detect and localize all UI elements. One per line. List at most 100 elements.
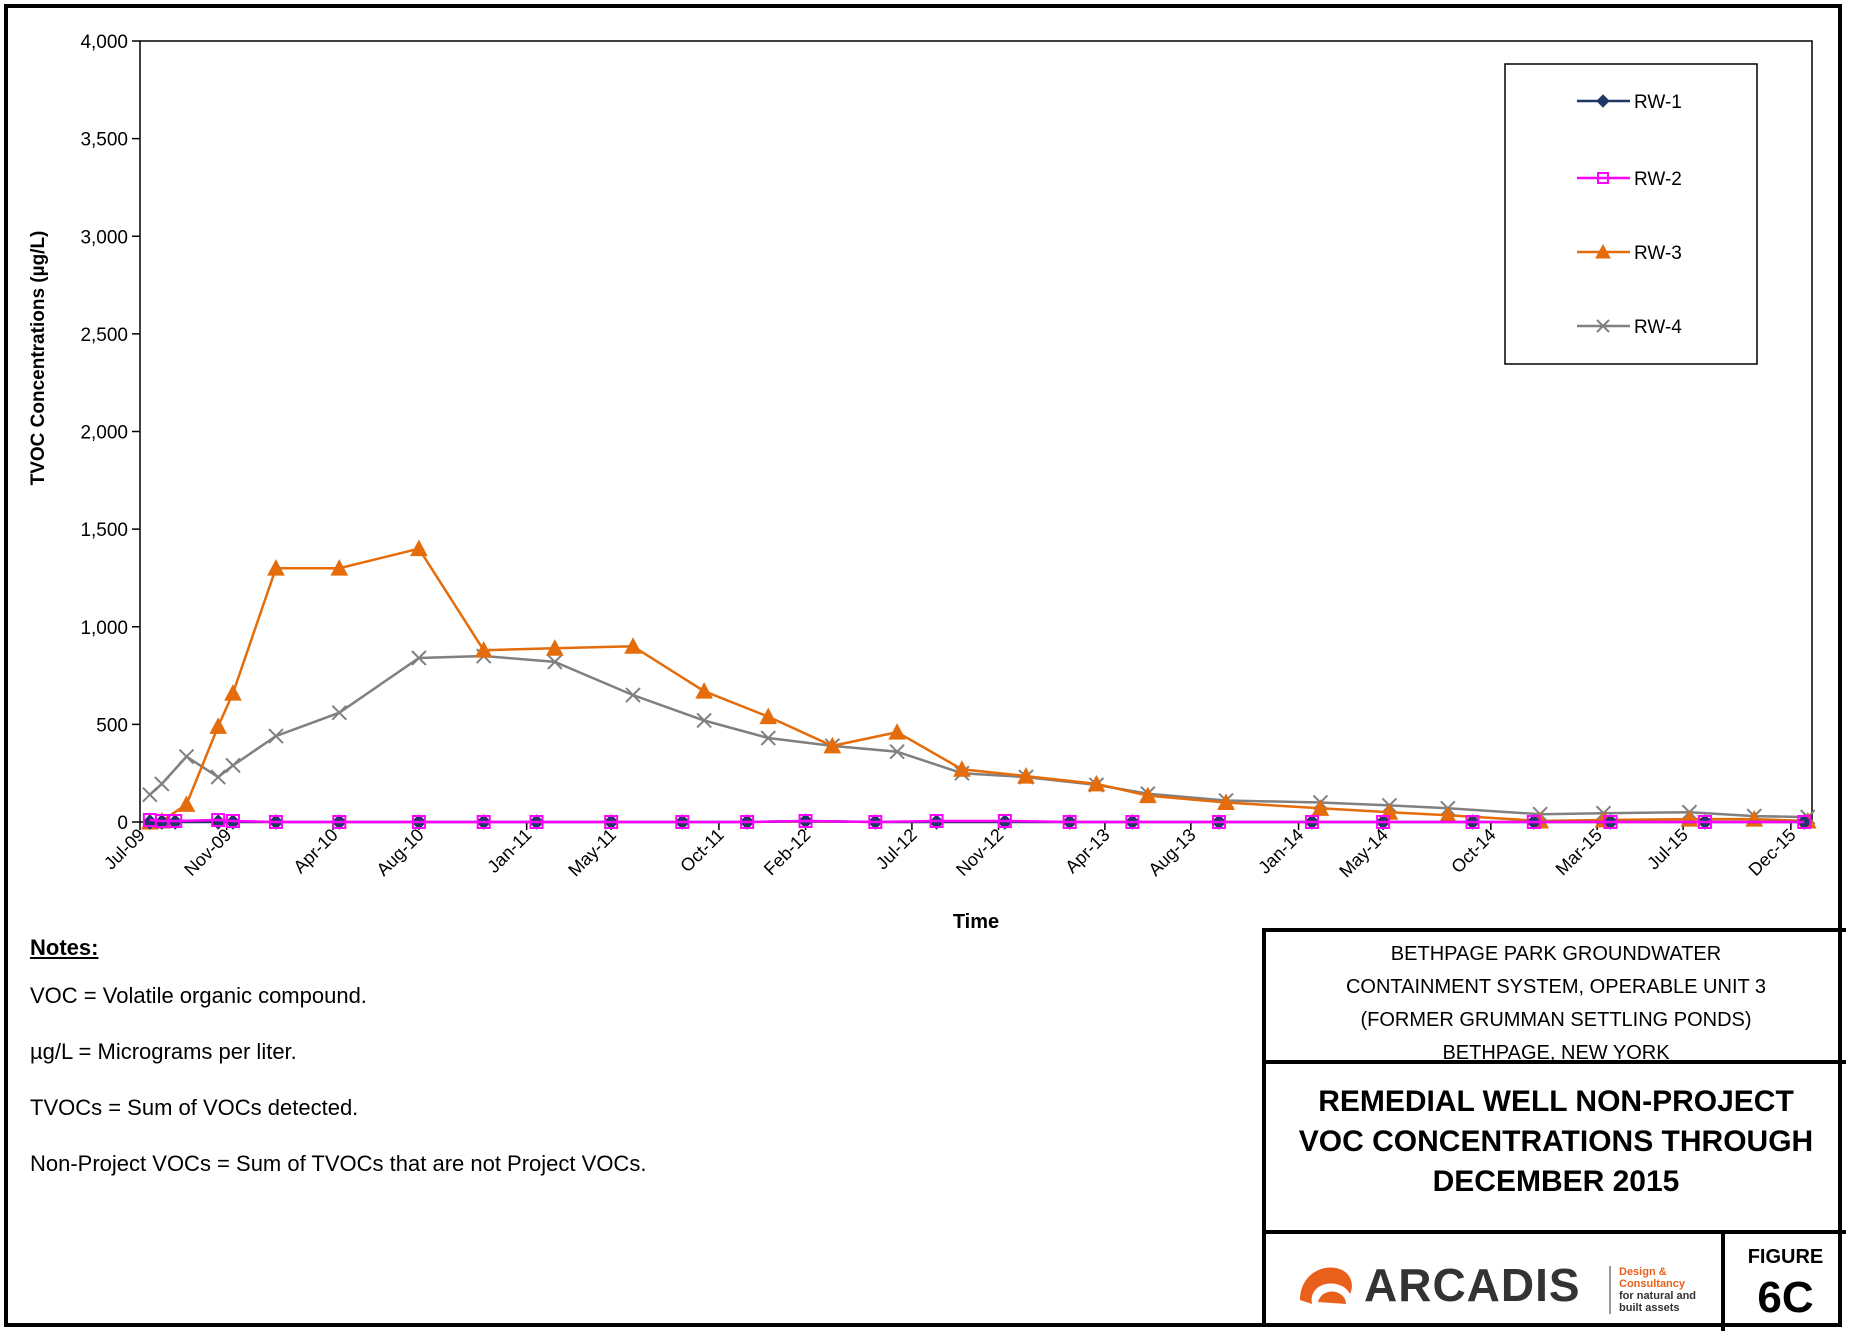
data-point xyxy=(211,813,226,828)
series-line xyxy=(149,547,1808,824)
data-point xyxy=(474,641,493,658)
note-voc: VOC = Volatile organic compound. xyxy=(30,983,367,1008)
data-point xyxy=(411,650,427,666)
company-name: ARCADIS xyxy=(1364,1259,1581,1311)
y-tick-label: 2,000 xyxy=(80,423,128,444)
data-point xyxy=(929,814,944,829)
figure-title-line: DECEMBER 2015 xyxy=(1432,1165,1680,1198)
data-point xyxy=(1526,815,1541,829)
note-ugl: µg/L = Micrograms per liter. xyxy=(30,1039,297,1064)
figure-title-line: VOC CONCENTRATIONS THROUGH xyxy=(1298,1125,1814,1158)
x-axis-title: Time xyxy=(953,911,999,930)
data-point xyxy=(759,707,778,725)
data-point xyxy=(888,723,906,740)
data-point xyxy=(330,559,349,576)
note-non-project: Non-Project VOCs = Sum of TVOCs that are… xyxy=(30,1151,647,1176)
data-point xyxy=(604,815,619,829)
x-tick-label: May-11 xyxy=(564,825,620,881)
y-axis: 0 500 1,000 1,500 2,000 2,500 3,000 3,500 4,000 xyxy=(80,32,140,834)
data-point xyxy=(695,682,713,699)
project-line: BETHPAGE, NEW YORK xyxy=(1442,1042,1670,1064)
data-point xyxy=(1596,94,1610,108)
y-tick-label: 3,500 xyxy=(80,130,128,151)
data-point xyxy=(476,815,491,829)
legend-label: RW-2 xyxy=(1634,169,1682,190)
data-point xyxy=(1596,319,1610,333)
x-axis: Jul-09 Nov-09 Apr-10 Aug-10 Jan-11 May-11 Oct-… xyxy=(100,822,1800,881)
y-tick-label: 2,500 xyxy=(80,325,128,346)
data-point xyxy=(1139,786,1157,804)
series-rw-3 xyxy=(141,539,1817,830)
x-tick-label: Jul-15 xyxy=(1643,825,1692,874)
company-tagline: Design & Consultancy for natural and bui… xyxy=(1609,1266,1714,1314)
data-point xyxy=(1087,774,1106,792)
tagline-line: Design & Consultancy xyxy=(1619,1266,1686,1290)
legend-item-rw-4: RW-4 xyxy=(1577,317,1682,338)
data-point xyxy=(224,684,242,701)
x-tick-label: Aug-10 xyxy=(373,825,428,880)
series-line xyxy=(149,654,1808,819)
legend-box xyxy=(1504,63,1758,365)
data-point xyxy=(268,815,283,829)
legend-item-rw-3: RW-3 xyxy=(1577,243,1682,264)
data-point xyxy=(529,815,544,829)
legend-label: RW-4 xyxy=(1634,317,1682,338)
figure-number-box: FIGURE 6C xyxy=(1721,1234,1846,1331)
legend: RW-1 RW-2 RW-3 RW-4 xyxy=(1504,63,1758,365)
data-point xyxy=(696,712,712,729)
data-point xyxy=(1311,799,1330,816)
data-point xyxy=(331,704,348,721)
data-point xyxy=(740,815,755,829)
data-point xyxy=(624,637,642,654)
x-tick-label: Dec-15 xyxy=(1745,825,1800,880)
title-block: BETHPAGE PARK GROUNDWATER CONTAINMENT SY… xyxy=(1262,928,1846,1331)
project-line: CONTAINMENT SYSTEM, OPERABLE UNIT 3 xyxy=(1345,976,1767,998)
y-tick-label: 1,000 xyxy=(80,618,128,639)
data-point xyxy=(154,814,169,829)
data-point xyxy=(178,748,195,765)
x-tick-label: Feb-12 xyxy=(760,825,814,879)
note-tvocs: TVOCs = Sum of VOCs detected. xyxy=(30,1095,359,1120)
data-point xyxy=(868,815,883,829)
data-point xyxy=(267,559,285,576)
data-point xyxy=(1017,767,1035,784)
project-line: BETHPAGE PARK GROUNDWATER xyxy=(1390,943,1722,965)
line-chart: 05001,0001,5002,0002,5003,0003,5004,000 … xyxy=(28,32,1817,930)
figure-label: FIGURE xyxy=(1747,1246,1824,1268)
data-point xyxy=(1603,815,1618,829)
legend-label: RW-1 xyxy=(1634,92,1682,113)
figure-frame xyxy=(4,4,1842,1327)
y-tick-label: 4,000 xyxy=(80,32,128,53)
data-point xyxy=(1211,815,1226,829)
y-tick-label: 500 xyxy=(96,715,128,736)
data-point xyxy=(1304,815,1319,829)
data-point xyxy=(760,730,776,746)
figure-title: REMEDIAL WELL NON-PROJECT VOC CONCENTRAT… xyxy=(1266,1064,1846,1234)
y-tick-label: 3,000 xyxy=(80,227,128,248)
data-point xyxy=(625,687,641,703)
project-info: BETHPAGE PARK GROUNDWATER CONTAINMENT SY… xyxy=(1266,932,1846,1064)
data-point xyxy=(1217,793,1235,810)
data-point xyxy=(410,539,428,557)
x-tick-label: Aug-13 xyxy=(1144,825,1199,880)
data-point xyxy=(798,814,813,829)
arcadis-logo-icon xyxy=(1300,1267,1352,1304)
x-tick-label: Oct-14 xyxy=(1447,825,1499,877)
company-logo: ARCADIS Design & Consultancy for natural… xyxy=(1294,1256,1714,1314)
data-point xyxy=(332,815,347,829)
x-tick-label: Apr-13 xyxy=(1061,825,1113,877)
x-tick-label: Mar-15 xyxy=(1552,825,1606,879)
x-tick-label: Oct-11 xyxy=(676,825,727,876)
series-rw-2 xyxy=(142,813,1812,829)
tagline-line: built assets xyxy=(1619,1302,1680,1314)
x-tick-label: Jul-12 xyxy=(872,825,921,874)
data-point xyxy=(225,757,241,774)
data-point xyxy=(210,769,226,785)
data-point xyxy=(997,814,1012,829)
notes-header: Notes: xyxy=(30,935,99,960)
data-point xyxy=(1797,815,1812,829)
data-point xyxy=(1376,815,1391,829)
tagline-line: for natural and xyxy=(1619,1290,1697,1302)
x-tick-label: Jan-14 xyxy=(1254,825,1307,878)
data-point xyxy=(209,717,228,734)
